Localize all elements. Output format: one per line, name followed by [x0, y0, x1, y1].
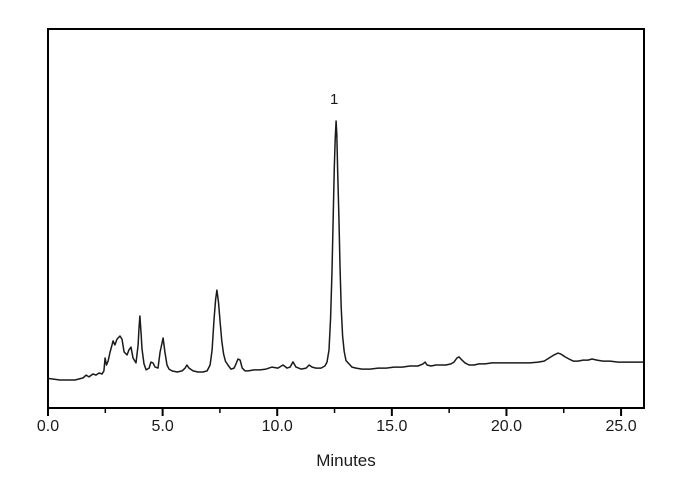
chromatogram-trace — [47, 120, 644, 381]
x-tick-label: 5.0 — [151, 418, 174, 435]
x-tick-label: 0.0 — [36, 418, 60, 435]
peak-annotation-label: 1 — [329, 91, 339, 108]
x-tick-label: 25.0 — [605, 418, 637, 435]
plot-frame — [47, 28, 645, 409]
x-tick-label: 20.0 — [490, 418, 523, 435]
x-axis-title: Minutes — [316, 451, 376, 470]
x-tick-label: 15.0 — [376, 418, 408, 435]
x-tick-label: 10.0 — [261, 418, 293, 435]
